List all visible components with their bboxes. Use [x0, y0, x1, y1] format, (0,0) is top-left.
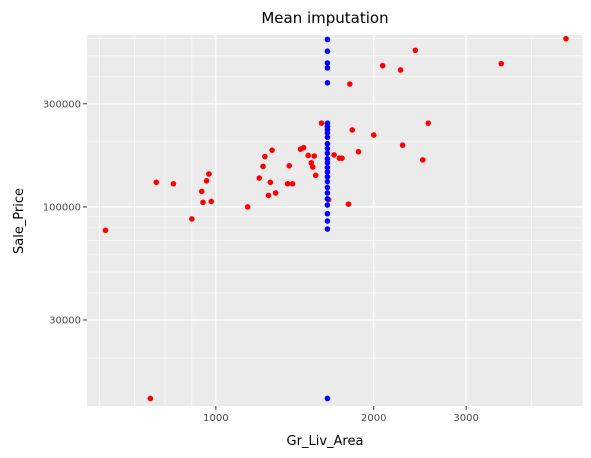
y-axis-title: Sale_Price	[12, 188, 27, 254]
observed-point	[273, 190, 279, 196]
observed-point	[286, 163, 292, 169]
imputed-point	[325, 211, 331, 217]
y-tick-label: 300000	[43, 99, 81, 110]
observed-point	[339, 155, 345, 161]
observed-point	[380, 63, 386, 69]
observed-point	[347, 81, 353, 87]
observed-point	[563, 36, 569, 42]
observed-point	[189, 216, 195, 222]
imputed-point	[325, 151, 331, 157]
imputed-point	[325, 37, 331, 43]
observed-point	[256, 175, 262, 181]
observed-point	[420, 157, 426, 163]
imputed-point	[325, 396, 331, 402]
observed-point	[103, 227, 109, 233]
x-axis-title: Gr_Liv_Area	[287, 434, 364, 449]
imputed-point	[325, 60, 331, 66]
observed-point	[266, 193, 272, 199]
observed-point	[331, 152, 337, 158]
x-tick-label: 3000	[453, 413, 478, 424]
imputed-point	[325, 218, 331, 224]
imputed-point	[325, 134, 331, 140]
imputed-point	[325, 65, 331, 71]
observed-point	[398, 67, 404, 73]
observed-point	[269, 147, 275, 153]
observed-point	[204, 178, 210, 184]
imputed-point	[325, 174, 331, 180]
imputed-point	[325, 179, 331, 185]
observed-point	[425, 120, 431, 126]
observed-point	[200, 200, 206, 206]
observed-point	[412, 48, 418, 54]
observed-point	[260, 164, 266, 170]
imputed-point	[325, 196, 331, 202]
x-tick-label: 1000	[203, 413, 228, 424]
observed-point	[208, 199, 214, 205]
imputed-point	[325, 226, 331, 232]
imputed-point	[325, 190, 331, 196]
imputed-point	[325, 48, 331, 54]
observed-point	[199, 189, 205, 195]
observed-point	[305, 153, 311, 159]
observed-point	[171, 181, 177, 187]
imputed-point	[325, 202, 331, 208]
observed-point	[346, 201, 352, 207]
observed-point	[154, 179, 160, 185]
observed-point	[290, 181, 296, 187]
imputed-point	[325, 160, 331, 166]
observed-point	[400, 142, 406, 148]
observed-point	[285, 181, 291, 187]
observed-point	[349, 127, 355, 133]
observed-point	[245, 204, 251, 210]
y-tick-label: 30000	[49, 315, 81, 326]
observed-point	[356, 149, 362, 155]
observed-point	[262, 154, 268, 160]
imputed-point	[325, 185, 331, 191]
observed-point	[268, 179, 274, 185]
observed-point	[206, 171, 212, 177]
chart-title: Mean imputation	[261, 9, 388, 27]
plot-panel	[87, 35, 583, 406]
x-tick-label: 2000	[361, 413, 386, 424]
y-tick-label: 100000	[43, 202, 81, 213]
imputed-point	[325, 80, 331, 86]
observed-point	[148, 396, 154, 402]
observed-point	[301, 145, 307, 151]
observed-point	[371, 132, 377, 138]
observed-point	[319, 120, 325, 126]
observed-point	[498, 61, 504, 67]
observed-point	[310, 164, 316, 170]
imputed-point	[325, 141, 331, 147]
observed-point	[311, 153, 317, 159]
observed-point	[313, 173, 319, 179]
